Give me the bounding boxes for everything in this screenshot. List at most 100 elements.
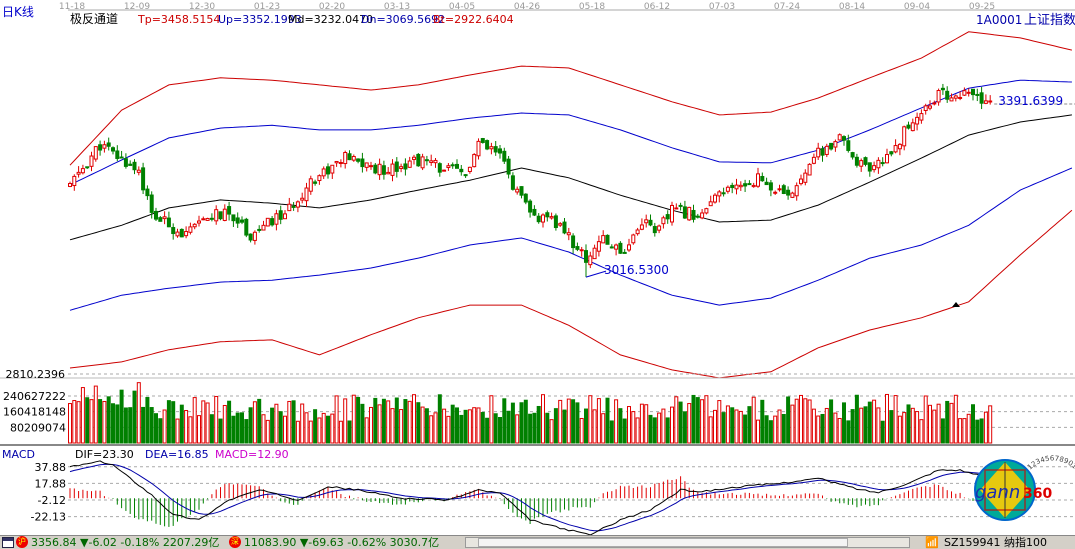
candle xyxy=(123,153,128,169)
volume-bar xyxy=(326,415,330,444)
candle-body xyxy=(244,218,249,236)
candle-body xyxy=(618,242,623,254)
volume-bar xyxy=(635,417,640,444)
md-value: Md=3232.0470 xyxy=(288,13,373,26)
candle-body xyxy=(949,97,954,102)
volume-bar xyxy=(618,408,623,444)
volume-bar xyxy=(214,395,219,444)
candle xyxy=(386,167,391,175)
volume-bar xyxy=(373,397,378,444)
volume-bar xyxy=(639,403,644,444)
candle-body xyxy=(747,183,752,186)
candle-body xyxy=(450,164,455,167)
candle-body xyxy=(571,235,576,249)
volume-bar xyxy=(166,400,171,444)
volume-axis-label: 160418148 xyxy=(3,406,66,419)
candle xyxy=(132,159,137,175)
volume-bar xyxy=(747,406,752,444)
dea-value: DEA=16.85 xyxy=(145,448,209,461)
candle xyxy=(889,150,894,157)
candle xyxy=(536,213,541,224)
volume-bar xyxy=(252,401,257,444)
volume-bar xyxy=(192,397,197,444)
candles[interactable] xyxy=(68,83,993,278)
sh-index-badge[interactable]: 沪 xyxy=(16,536,28,548)
candle-body xyxy=(218,211,223,220)
candle-body xyxy=(910,122,915,132)
candle-body xyxy=(278,210,283,220)
watch-symbol[interactable]: SZ159941 纳指100 xyxy=(944,536,1048,549)
candle xyxy=(958,91,963,101)
candle xyxy=(111,146,115,155)
candle xyxy=(846,134,851,153)
sh-index-change: -6.02 -0.18% 2207.29亿 xyxy=(88,536,220,549)
candle xyxy=(764,177,769,186)
candle xyxy=(756,167,760,188)
candle-body xyxy=(261,224,266,231)
svg-text:360: 360 xyxy=(1023,486,1052,502)
band-tp-line xyxy=(69,31,1073,166)
period-label[interactable]: 日K线 xyxy=(2,5,34,19)
candle xyxy=(558,222,563,228)
volume-bars xyxy=(68,382,993,444)
down-arrow-icon: ▼ xyxy=(80,536,89,549)
candle xyxy=(717,189,722,203)
candle-body xyxy=(786,189,791,196)
volume-bar xyxy=(644,404,649,444)
candle-body xyxy=(343,152,348,165)
candle-body xyxy=(562,221,567,234)
candle-body xyxy=(532,208,537,216)
candle xyxy=(287,197,292,212)
candle-body xyxy=(166,217,171,228)
candle-body xyxy=(326,166,330,175)
candle xyxy=(687,206,692,221)
candle xyxy=(373,162,378,175)
candle xyxy=(158,215,163,222)
candle-body xyxy=(291,205,296,208)
sz-index-price: 11083.90 xyxy=(243,536,297,549)
candle-body xyxy=(829,142,834,150)
candle xyxy=(283,210,287,220)
candle-body xyxy=(549,216,554,219)
candle xyxy=(738,181,743,191)
candle-body xyxy=(252,231,257,241)
candle xyxy=(214,205,219,225)
candle-body xyxy=(545,212,550,218)
candle-body xyxy=(145,188,150,197)
stock-chart[interactable]: 日K线 11-18 12-09 12-30 01-23 02-20 03-13 04-05 0… xyxy=(0,0,1075,535)
volume-bar xyxy=(528,413,533,444)
candle xyxy=(115,145,120,162)
volume-bar xyxy=(945,400,950,444)
candle-body xyxy=(588,255,593,266)
candle-body xyxy=(734,184,739,190)
volume-bar xyxy=(523,399,528,444)
candle xyxy=(218,211,223,221)
candle xyxy=(803,169,808,186)
volume-bar xyxy=(803,398,808,444)
sz-index-badge[interactable]: 深 xyxy=(228,536,241,548)
tp-value: Tp=3458.5154 xyxy=(137,13,220,26)
candle xyxy=(300,192,305,204)
candle-body xyxy=(111,147,115,152)
candle xyxy=(347,150,352,161)
candle xyxy=(420,153,425,171)
volume-bar xyxy=(541,394,545,444)
candle-body xyxy=(932,102,937,105)
candle-body xyxy=(885,154,889,164)
candle xyxy=(747,180,752,186)
scrollbar-thumb[interactable] xyxy=(478,538,848,547)
calendar-icon[interactable] xyxy=(2,537,14,548)
candle xyxy=(829,142,834,151)
volume-bar xyxy=(321,412,326,444)
candle-body xyxy=(123,158,128,167)
volume-bar xyxy=(257,398,262,444)
candle xyxy=(489,142,494,155)
candle-body xyxy=(235,217,240,224)
candle-body xyxy=(175,231,180,237)
candle-body xyxy=(205,217,210,221)
candle-body xyxy=(523,193,528,203)
horizontal-scrollbar[interactable] xyxy=(465,537,910,548)
candle-body xyxy=(940,87,945,91)
candle-body xyxy=(975,93,980,96)
candle xyxy=(588,251,593,269)
